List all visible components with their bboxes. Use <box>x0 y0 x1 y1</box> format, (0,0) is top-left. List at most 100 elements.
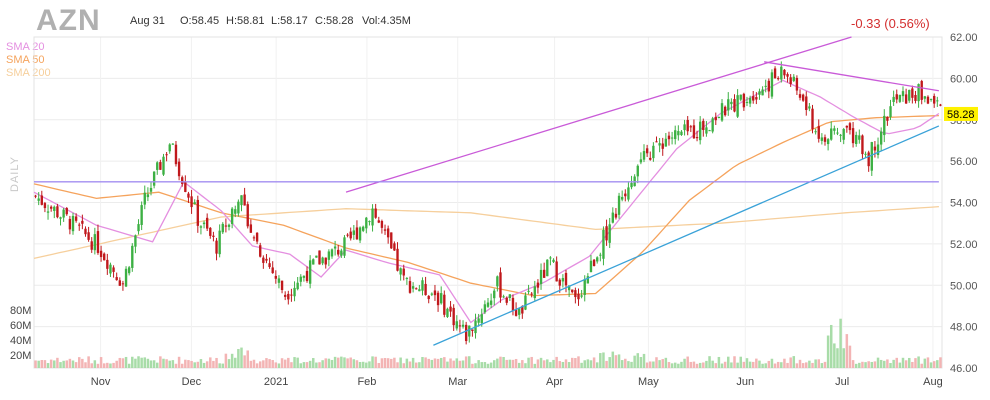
volume-bar <box>858 362 861 368</box>
candle-body <box>196 199 200 226</box>
quote-date: Aug 31 <box>130 15 165 27</box>
volume-bar <box>93 360 97 368</box>
candle-body <box>165 154 168 156</box>
candle-body <box>240 195 243 206</box>
candle-body <box>764 85 767 87</box>
candle-body <box>926 96 930 104</box>
candle-body <box>577 293 580 300</box>
candle-body <box>436 292 440 306</box>
candle-body <box>858 135 861 140</box>
volume-bar <box>845 334 849 368</box>
candle-body <box>184 181 187 192</box>
volume-bar <box>258 361 262 368</box>
candle-body <box>46 211 50 213</box>
volume-bar <box>227 359 231 368</box>
candle-body <box>502 296 505 298</box>
volume-bar <box>502 357 505 368</box>
volume-bar <box>645 362 649 368</box>
candle-body <box>864 153 867 155</box>
volume-bar <box>49 359 53 368</box>
candle-body <box>124 268 128 287</box>
volume-bar <box>215 357 218 368</box>
volume-bar <box>521 360 524 368</box>
candle-body <box>889 106 892 117</box>
volume-bar <box>811 362 814 368</box>
volume-bar <box>218 363 221 368</box>
volume-bar <box>480 362 484 368</box>
candle-body <box>792 76 795 81</box>
candle-body <box>202 222 206 225</box>
candle-body <box>708 130 711 132</box>
candle-body <box>87 232 90 240</box>
candle-body <box>561 278 565 282</box>
candle-body <box>168 144 171 152</box>
volume-bar <box>380 358 384 368</box>
volume-bar <box>932 361 936 368</box>
volume-bar <box>68 358 72 368</box>
volume-bar <box>124 356 128 368</box>
quote-close: C:58.28 <box>315 15 354 27</box>
volume-bar <box>886 359 889 368</box>
volume-bar <box>399 357 402 368</box>
volume-bar <box>277 363 281 368</box>
volume-bar <box>53 360 56 368</box>
volume-bar <box>917 356 920 368</box>
volume-bar <box>889 363 892 368</box>
volume-bar <box>140 357 143 368</box>
candle-body <box>873 146 877 151</box>
volume-bar <box>923 358 927 368</box>
candle-body <box>801 94 805 101</box>
candle-body <box>187 193 190 198</box>
volume-bar <box>358 361 362 368</box>
candle-body <box>933 95 936 104</box>
quote-high: H:58.81 <box>226 15 265 27</box>
volume-bar <box>926 357 930 368</box>
volume-bar <box>305 362 309 368</box>
volume-bar <box>474 363 477 368</box>
volume-bar <box>209 357 212 368</box>
candle-body <box>405 278 409 280</box>
volume-bar <box>159 356 162 368</box>
ticker-symbol: AZN <box>36 4 101 37</box>
volume-bar <box>639 357 643 368</box>
volume-bar <box>439 357 443 368</box>
volume-bar <box>864 362 867 368</box>
candle-body <box>90 241 93 250</box>
candle-body <box>586 276 590 284</box>
volume-bar <box>527 357 530 368</box>
volume-bar <box>137 356 140 368</box>
volume-bar <box>152 360 156 368</box>
y-tick-label: 46.00 <box>950 363 978 375</box>
volume-bar <box>692 361 696 368</box>
volume-bar <box>861 361 864 368</box>
volume-bar <box>402 363 406 368</box>
volume-bar <box>433 358 437 368</box>
candle-body <box>499 272 502 298</box>
candle-body <box>280 280 284 291</box>
volume-bar <box>708 356 711 368</box>
candle-body <box>808 106 811 109</box>
candle-body <box>580 295 583 297</box>
volume-bar <box>805 362 808 368</box>
candle-body <box>489 300 493 305</box>
y-tick-label: 48.00 <box>950 322 978 334</box>
candle-body <box>265 258 268 261</box>
candle-body <box>424 283 427 296</box>
candle-body <box>343 237 346 256</box>
candle-body <box>555 261 558 282</box>
candle-body <box>346 234 349 236</box>
candle-body <box>140 205 143 225</box>
volume-bar <box>318 362 321 368</box>
volume-bar <box>355 360 359 368</box>
candle-body <box>402 268 405 276</box>
volume-bar <box>717 356 721 368</box>
candle-body <box>658 143 661 146</box>
volume-bar <box>489 362 493 368</box>
volume-bar <box>483 362 487 368</box>
candle-body <box>418 289 421 292</box>
candle-body <box>683 124 686 131</box>
candle-body <box>730 101 733 105</box>
candle-body <box>386 228 390 238</box>
candle-body <box>627 187 630 200</box>
volume-bar <box>664 357 668 368</box>
